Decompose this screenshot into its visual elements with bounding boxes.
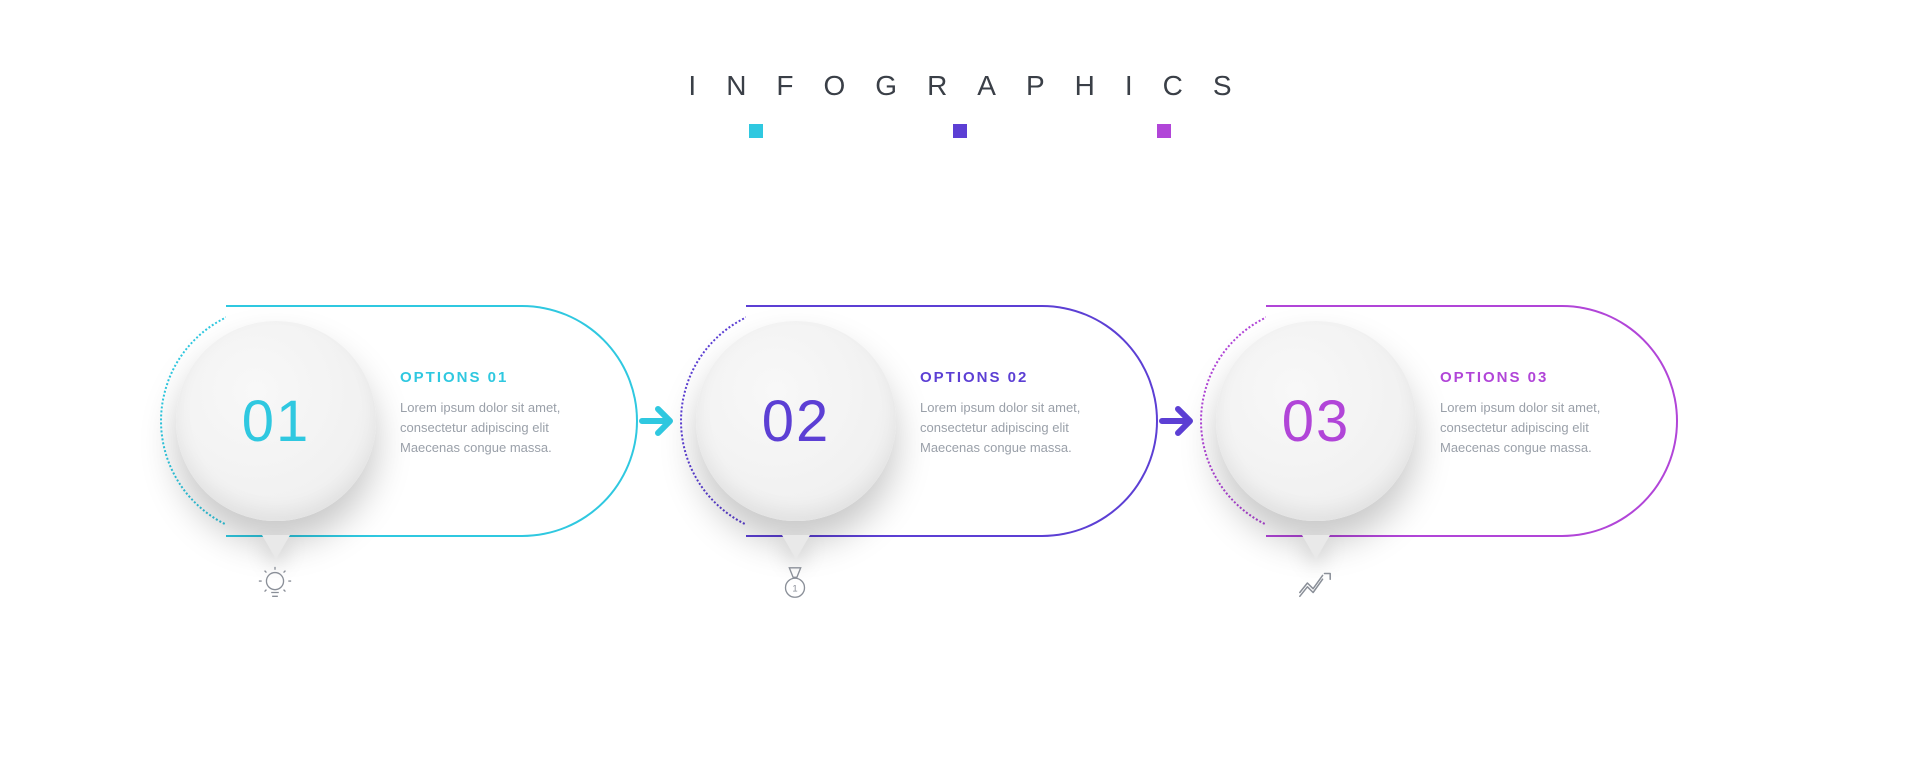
step-1-text: OPTIONS 01 Lorem ipsum dolor sit amet, c… — [400, 369, 600, 458]
step-3-text: OPTIONS 03 Lorem ipsum dolor sit amet, c… — [1440, 369, 1640, 458]
step-3-body: Lorem ipsum dolor sit amet, consectetur … — [1440, 398, 1640, 458]
medal-icon: 1 — [776, 564, 814, 607]
page-title: INFOGRAPHICS — [658, 70, 1261, 102]
step-1-title: OPTIONS 01 — [400, 369, 600, 386]
step-3: 03 OPTIONS 03 Lorem ipsum dolor sit amet… — [1200, 305, 1678, 537]
accent-dot-3 — [1157, 124, 1171, 138]
step-2-pointer — [782, 535, 810, 559]
step-1-number: 01 — [242, 388, 311, 455]
step-1-body: Lorem ipsum dolor sit amet, consectetur … — [400, 398, 600, 458]
arrow-right-icon — [1156, 398, 1202, 444]
step-2-disc: 02 — [696, 321, 896, 521]
lightbulb-icon — [256, 564, 294, 607]
svg-text:1: 1 — [792, 584, 797, 595]
arrow-1 — [632, 398, 686, 444]
step-2-text: OPTIONS 02 Lorem ipsum dolor sit amet, c… — [920, 369, 1120, 458]
accent-dot-2 — [953, 124, 967, 138]
step-1-disc: 01 — [176, 321, 376, 521]
steps-row: 01 OPTIONS 01 Lorem ipsum dolor sit amet… — [160, 305, 1678, 537]
canvas: INFOGRAPHICS 01 OPTIONS 01 Lorem ipsum d… — [0, 0, 1920, 768]
step-3-pointer — [1302, 535, 1330, 559]
step-2-title: OPTIONS 02 — [920, 369, 1120, 386]
step-3-number: 03 — [1282, 388, 1351, 455]
step-2-number: 02 — [762, 388, 831, 455]
arrow-right-icon — [636, 398, 682, 444]
header-accent-dots — [0, 124, 1920, 138]
step-3-disc: 03 — [1216, 321, 1416, 521]
step-1: 01 OPTIONS 01 Lorem ipsum dolor sit amet… — [160, 305, 638, 537]
step-2: 02 OPTIONS 02 Lorem ipsum dolor sit amet… — [680, 305, 1158, 537]
step-3-title: OPTIONS 03 — [1440, 369, 1640, 386]
step-2-body: Lorem ipsum dolor sit amet, consectetur … — [920, 398, 1120, 458]
step-1-pointer — [262, 535, 290, 559]
header: INFOGRAPHICS — [0, 70, 1920, 138]
accent-dot-1 — [749, 124, 763, 138]
growth-chart-icon — [1296, 564, 1334, 607]
arrow-2 — [1152, 398, 1206, 444]
